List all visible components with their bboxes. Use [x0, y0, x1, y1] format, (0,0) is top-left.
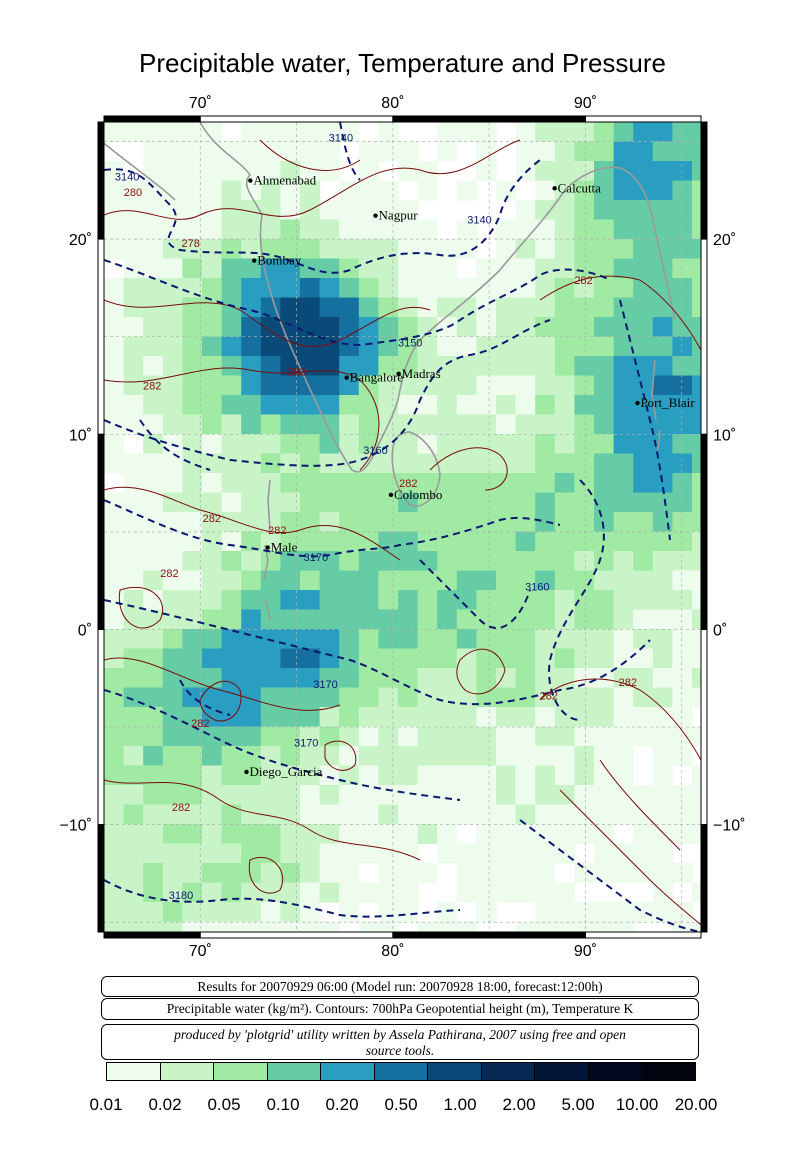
height-contour-label: 3170 — [304, 552, 328, 564]
variables-info-text: Precipitable water (kg/m²). Contours: 70… — [166, 1001, 634, 1016]
colorbar-label: 20.00 — [674, 1095, 718, 1114]
colorbar-label: 5.00 — [561, 1095, 595, 1114]
city-dot — [244, 769, 249, 775]
height-contour-label: 3140 — [329, 133, 353, 145]
lat-tick-label-right: −10˚ — [713, 818, 745, 835]
city-label: Calcutta — [558, 180, 602, 195]
colorbar-label: 0.01 — [89, 1095, 123, 1114]
temperature-contour-label: 282 — [143, 380, 161, 392]
colorbar — [106, 1062, 696, 1081]
city-label: Bombay — [257, 253, 302, 268]
lat-tick-label-left: 20˚ — [69, 232, 92, 249]
credit-line-2: source tools. — [365, 1043, 435, 1058]
temperature-contours — [104, 139, 701, 926]
temperature-contour-label: 282 — [191, 718, 209, 730]
run-info-box: Results for 20070929 06:00 (Model run: 2… — [101, 976, 699, 997]
city-label: Diego_Garcia — [250, 764, 323, 779]
colorbar-swatch — [107, 1063, 161, 1080]
temperature-contour-label: 278 — [181, 238, 199, 250]
colorbar-swatch — [535, 1063, 589, 1080]
city-label: Madras — [402, 366, 441, 381]
lat-tick-label-left: 0˚ — [78, 622, 92, 639]
lat-tick-label-left: 10˚ — [69, 427, 92, 444]
city-dot — [373, 213, 378, 218]
city-dot — [344, 375, 349, 380]
colorbar-swatch — [481, 1063, 536, 1080]
temperature-contour-label: 282 — [287, 367, 305, 379]
temperature-contour-label: 282 — [619, 677, 637, 689]
temperature-contour-label: 282 — [268, 525, 286, 537]
lat-tick-label-right: 10˚ — [713, 427, 736, 444]
temperature-contour-label: 282 — [203, 513, 221, 525]
city-label: Port_Blair — [640, 395, 695, 410]
colorbar-swatch — [374, 1063, 429, 1080]
lon-tick-label-bottom: 80˚ — [381, 943, 404, 960]
lat-tick-label-right: 20˚ — [713, 232, 736, 249]
colorbar-swatch — [642, 1063, 696, 1080]
colorbar-label: 0.10 — [266, 1095, 300, 1114]
city-label: Nagpur — [379, 208, 419, 223]
lon-tick-label-top: 90˚ — [574, 95, 597, 112]
colorbar-label: 0.50 — [384, 1095, 418, 1114]
colorbar-label: 0.05 — [207, 1095, 241, 1114]
graticule — [104, 122, 701, 932]
contour-labels: 3140 3140 3140 3150 3160 3170 3160 3170 3170 3180… — [115, 133, 637, 902]
map-frame — [97, 115, 708, 939]
city-dot — [396, 371, 401, 376]
height-contour-label: 3160 — [525, 581, 549, 593]
height-contour-label: 3180 — [169, 890, 193, 902]
credit-box: produced by 'plotgrid' utility written b… — [101, 1024, 699, 1060]
colorbar-label: 10.00 — [615, 1095, 659, 1114]
height-contour-label: 3160 — [363, 445, 387, 457]
city-dot — [252, 258, 257, 263]
temperature-contour-label: 282 — [574, 275, 592, 287]
colorbar-label: 2.00 — [502, 1095, 536, 1114]
city-dot — [388, 492, 394, 497]
city-label: Male — [271, 539, 298, 554]
city-label: Ahmenabad — [253, 173, 316, 188]
map-canvas: 3140 3140 3140 3150 3160 3170 3160 3170 3170 3180… — [60, 95, 746, 960]
height-contour-label: 3140 — [467, 214, 491, 226]
colorbar-label: 0.20 — [325, 1095, 359, 1114]
colorbar-label: 1.00 — [443, 1095, 477, 1114]
city-label: Colombo — [394, 487, 442, 502]
colorbar-swatch — [428, 1063, 482, 1080]
run-info-text: Results for 20070929 06:00 (Model run: 2… — [197, 979, 603, 994]
temperature-contour-label: 280 — [124, 187, 142, 199]
colorbar-swatch — [160, 1063, 215, 1080]
temperature-contour-label: 282 — [172, 802, 190, 814]
precip-water-field — [104, 122, 701, 932]
city-markers: Ahmenabad Calcutta Nagpur Bombay MadrasBanga… — [244, 173, 695, 779]
height-contour-label: 3140 — [115, 172, 139, 184]
lon-tick-label-bottom: 90˚ — [574, 943, 597, 960]
temperature-contour-label: 282 — [540, 691, 558, 703]
tick-labels: 70˚ 70˚ 80˚ 80˚ 90˚ 90˚ 20˚ 20˚ 10˚ 10˚ 0˚ 0˚ −10˚ −1… — [60, 95, 746, 960]
city-dot — [635, 400, 640, 406]
colorbar-swatch — [214, 1063, 268, 1080]
variables-info-box: Precipitable water (kg/m²). Contours: 70… — [101, 998, 699, 1020]
height-contour-label: 3170 — [294, 738, 318, 750]
colorbar-swatch — [588, 1063, 643, 1080]
city-label: Bangalore — [350, 370, 404, 385]
lon-tick-label-bottom: 70˚ — [189, 943, 212, 960]
height-contours — [104, 122, 701, 932]
city-dot — [248, 178, 253, 183]
height-contour-label: 3150 — [398, 337, 422, 349]
lat-tick-label-right: 0˚ — [713, 622, 727, 639]
temperature-contour-label: 282 — [160, 568, 178, 580]
city-dot — [265, 545, 270, 550]
lon-tick-label-top: 70˚ — [189, 95, 212, 112]
colorbar-labels: 0.01 0.02 0.05 0.10 0.20 0.50 1.00 2.00 5.00 10.0… — [0, 1095, 805, 1117]
lon-tick-label-top: 80˚ — [381, 95, 404, 112]
lat-tick-label-left: −10˚ — [60, 818, 92, 835]
credit-line-1: produced by 'plotgrid' utility written b… — [174, 1027, 626, 1042]
colorbar-swatch — [321, 1063, 375, 1080]
colorbar-swatch — [267, 1063, 322, 1080]
city-dot — [552, 186, 557, 191]
colorbar-label: 0.02 — [148, 1095, 182, 1114]
map-title: Precipitable water, Temperature and Pres… — [138, 48, 667, 78]
temperature-contour-label: 282 — [399, 478, 417, 490]
height-contour-label: 3170 — [313, 679, 337, 691]
